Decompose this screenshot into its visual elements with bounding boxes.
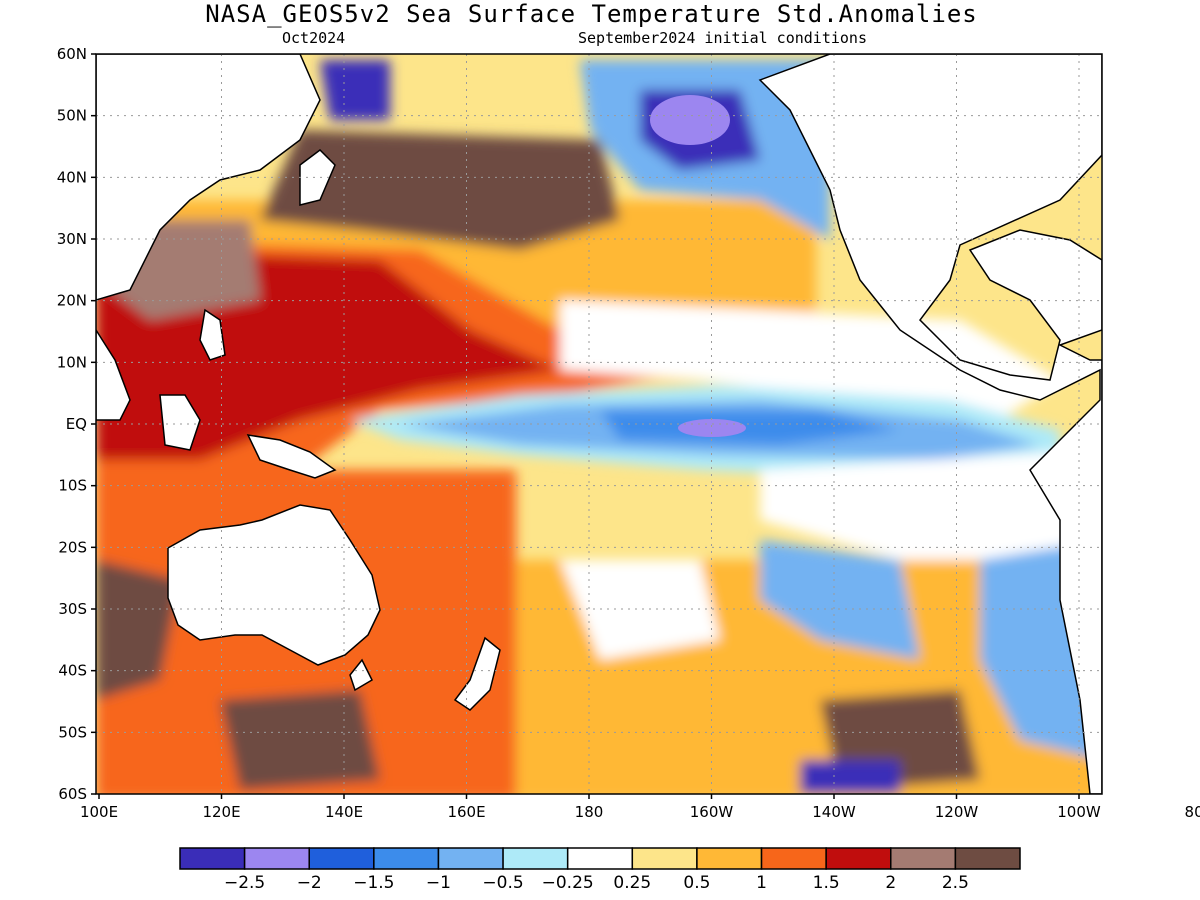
field-npac-warm — [260, 130, 620, 250]
colorbar-swatch — [954, 847, 1021, 870]
lat-label: 50S — [58, 723, 87, 741]
lat-label: 40N — [57, 168, 87, 186]
colorbar-swatch — [308, 847, 375, 870]
forecast-month-label: Oct2024 — [282, 29, 346, 47]
lon-label: 140E — [325, 803, 363, 821]
colorbar-swatch — [243, 847, 310, 870]
lon-label: 160W — [690, 803, 734, 821]
colorbar-swatch — [502, 847, 569, 870]
lon-label: 140W — [812, 803, 856, 821]
lat-label: 50N — [57, 107, 87, 125]
lat-label: 30S — [58, 600, 87, 618]
colorbar-label: −2 — [297, 873, 322, 893]
longitude-axis: 100E 120E 140E 160E 180 160W 140W 120W 100W 80W — [80, 794, 1200, 821]
colorbar-label: −1.5 — [353, 873, 394, 893]
lat-label: EQ — [66, 415, 87, 433]
lon-label: 120W — [935, 803, 979, 821]
chart-title: NASA_GEOS5v2 Sea Surface Temperature Std… — [205, 0, 978, 28]
colorbar-label: 2 — [885, 873, 896, 893]
map-field — [96, 54, 1102, 794]
colorbar: −2.5 −2 −1.5 −1 −0.5 −0.25 0.25 0.5 1 1.5 2 2.5 — [179, 847, 1021, 893]
lon-label: 80W — [1185, 803, 1200, 821]
land-japan — [299, 149, 336, 206]
lat-label: 10N — [57, 353, 87, 371]
colorbar-label: 2.5 — [942, 873, 969, 893]
colorbar-swatch — [890, 847, 957, 870]
lat-label: 60N — [57, 45, 87, 63]
colorbar-swatch — [373, 847, 440, 870]
colorbar-label: −1 — [426, 873, 451, 893]
colorbar-swatch — [760, 847, 827, 870]
colorbar-swatch — [437, 847, 504, 870]
field-southern-ocean-cold — [800, 760, 900, 794]
colorbar-label: 0.5 — [683, 873, 710, 893]
land-borneo — [159, 394, 201, 451]
field-cold-tongue-core — [600, 410, 900, 445]
land-tasmania — [349, 658, 373, 692]
npac-cold-minimum — [650, 95, 730, 145]
lon-label: 120E — [202, 803, 240, 821]
land-philippines — [199, 308, 226, 361]
lon-label: 160E — [447, 803, 485, 821]
field-indian-ocean-warm — [96, 560, 180, 700]
colorbar-swatch — [696, 847, 763, 870]
colorbar-swatch — [179, 847, 246, 870]
colorbar-label: −0.5 — [482, 873, 523, 893]
lat-label: 30N — [57, 230, 87, 248]
lat-label: 20S — [58, 538, 87, 556]
field-spac-neutral — [560, 560, 720, 660]
field-east-pacific-neutral — [760, 450, 1090, 560]
lon-label: 180 — [575, 803, 604, 821]
colorbar-label: 0.25 — [613, 873, 651, 893]
field-tropical-neutral — [560, 300, 1060, 420]
lat-label: 10S — [58, 477, 87, 495]
colorbar-label: −0.25 — [542, 873, 594, 893]
lon-label: 100E — [80, 803, 118, 821]
land-new-guinea — [246, 434, 337, 479]
colorbar-swatch — [825, 847, 892, 870]
lat-label: 20N — [57, 292, 87, 310]
field-tasman-warm — [220, 690, 380, 790]
field-okhotsk-cold — [320, 60, 390, 120]
latitude-axis: 60N 50N 40N 30N 20N 10N EQ 10S 20S 30S 40S 50S 60S — [57, 45, 96, 803]
lat-label: 40S — [58, 662, 87, 680]
field-sepac-cold — [760, 540, 920, 660]
colorbar-swatch — [566, 847, 634, 870]
colorbar-label: −2.5 — [224, 873, 265, 893]
land-indochina — [96, 328, 131, 421]
colorbar-label: 1.5 — [813, 873, 840, 893]
lat-label: 60S — [58, 785, 87, 803]
colorbar-swatch — [631, 847, 698, 870]
lon-label: 100W — [1057, 803, 1101, 821]
initial-conditions-label: September2024 initial conditions — [578, 29, 867, 47]
gridlines — [96, 54, 1102, 794]
colorbar-label: 1 — [756, 873, 767, 893]
cold-tongue-minimum — [678, 419, 746, 437]
